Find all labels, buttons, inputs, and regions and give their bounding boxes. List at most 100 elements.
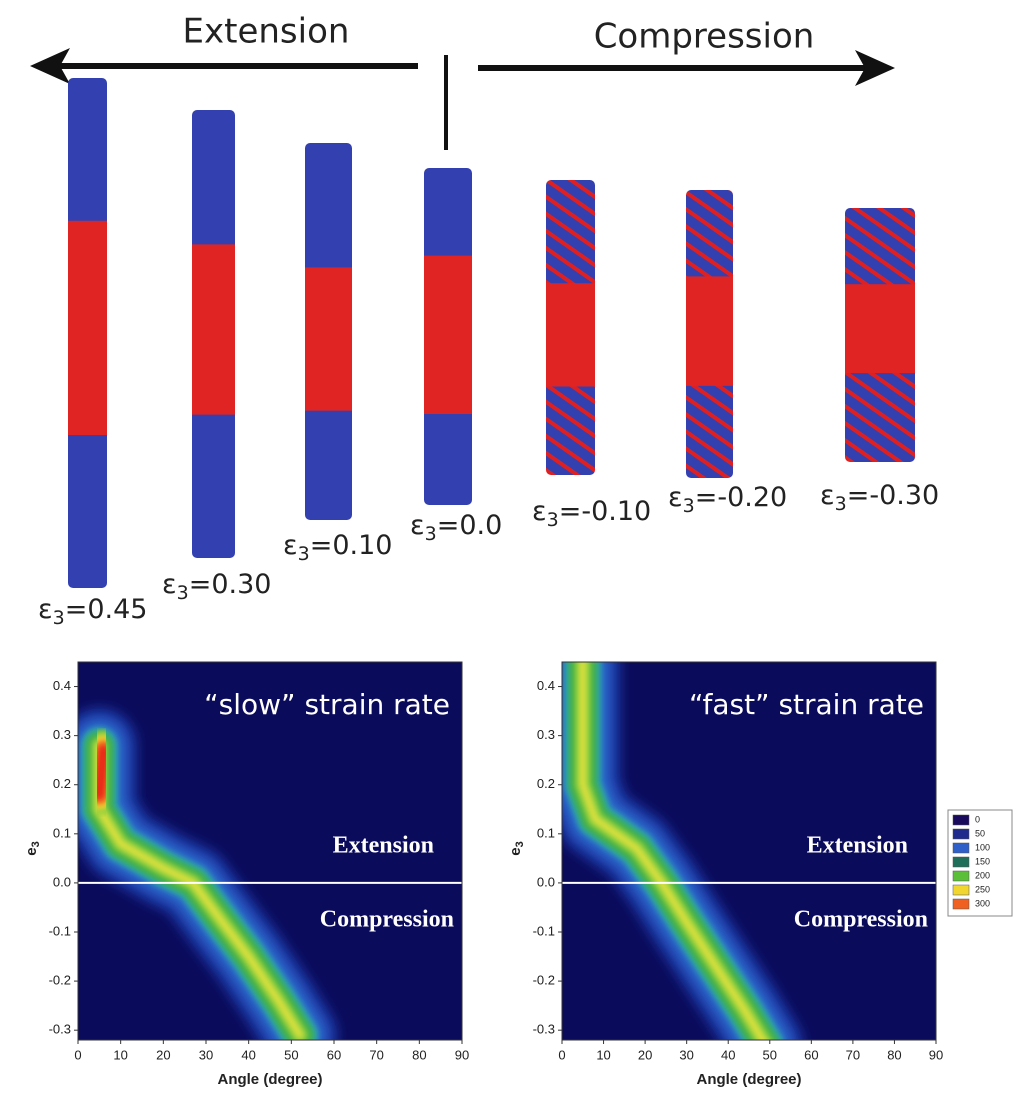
x-tick-label: 90: [455, 1047, 469, 1062]
subscript: 3: [683, 495, 695, 517]
colorbar-swatch: [952, 856, 970, 868]
x-tick-label: 0: [558, 1047, 565, 1062]
y-axis-label: e3: [507, 841, 526, 855]
y-tick-label: -0.1: [533, 923, 555, 938]
colorbar-label: 100: [975, 842, 990, 852]
arrow-label: Compression: [594, 17, 815, 57]
colorbar-swatch: [952, 828, 970, 840]
symbol: ε: [532, 496, 547, 527]
x-tick-label: 40: [241, 1047, 255, 1062]
region-label: Extension: [333, 832, 434, 858]
y-tick-label: 0.1: [537, 825, 555, 840]
column-label: ε3=0.0: [410, 510, 502, 545]
region-label: Compression: [320, 906, 454, 932]
x-tick-label: 90: [929, 1047, 943, 1062]
y-tick-label: -0.2: [49, 973, 71, 988]
column-label: ε3=-0.30: [820, 480, 939, 515]
x-tick-label: 50: [284, 1047, 298, 1062]
x-tick-label: 30: [199, 1047, 213, 1062]
subscript: 3: [425, 523, 437, 545]
subscript: 3: [177, 582, 189, 604]
subscript: 3: [835, 493, 847, 515]
annotation: “fast” strain rate: [689, 688, 924, 721]
region-label: Extension: [807, 832, 908, 858]
subscript: 3: [53, 607, 65, 629]
x-tick-label: 80: [887, 1047, 901, 1062]
x-tick-label: 0: [74, 1047, 81, 1062]
column-core: [546, 283, 595, 387]
x-tick-label: 70: [369, 1047, 383, 1062]
y-tick-label: -0.1: [49, 923, 71, 938]
value: =0.30: [189, 569, 272, 600]
colorbar-label: 0: [975, 814, 980, 824]
y-tick-label: -0.3: [533, 1022, 555, 1037]
value: =-0.30: [847, 480, 939, 511]
x-tick-label: 40: [721, 1047, 735, 1062]
region-label: Compression: [794, 906, 928, 932]
colorbar-label: 200: [975, 870, 990, 880]
value: =-0.10: [559, 496, 651, 527]
value: =0.0: [437, 510, 503, 541]
symbol: ε: [283, 530, 298, 561]
plot-frame: [561, 661, 937, 1041]
x-tick-label: 70: [846, 1047, 860, 1062]
x-axis-label: Angle (degree): [217, 1071, 322, 1088]
column-label: ε3=-0.20: [668, 482, 787, 517]
column-core: [845, 284, 915, 374]
symbol: ε: [38, 594, 53, 625]
x-axis-label: Angle (degree): [696, 1071, 801, 1088]
y-tick-label: 0.3: [53, 727, 71, 742]
colorbar-swatch: [952, 898, 970, 910]
y-axis-subscript: 3: [30, 841, 42, 847]
x-tick-label: 50: [763, 1047, 777, 1062]
colorbar-label: 300: [975, 898, 990, 908]
x-tick-label: 30: [679, 1047, 693, 1062]
colorbar-label: 50: [975, 828, 985, 838]
colorbar-swatch: [952, 884, 970, 896]
subscript: 3: [298, 543, 310, 565]
y-tick-label: -0.2: [533, 973, 555, 988]
y-axis-label: e3: [23, 841, 42, 855]
y-tick-label: 0.4: [537, 678, 555, 693]
arrow-head: [30, 48, 70, 84]
value: =0.10: [310, 530, 393, 561]
arrow-label: Extension: [183, 12, 350, 52]
x-tick-label: 80: [412, 1047, 426, 1062]
x-tick-label: 10: [596, 1047, 610, 1062]
colorbar-swatch: [952, 842, 970, 854]
x-tick-label: 60: [327, 1047, 341, 1062]
column-label: ε3=0.10: [283, 530, 392, 565]
arrow-head: [855, 50, 895, 86]
column-core: [192, 244, 235, 415]
x-tick-label: 10: [113, 1047, 127, 1062]
y-axis-symbol: e: [23, 847, 40, 855]
density-peak: [94, 745, 109, 800]
y-tick-label: 0.4: [53, 678, 71, 693]
y-tick-label: 0.3: [537, 727, 555, 742]
symbol: ε: [820, 480, 835, 511]
symbol: ε: [668, 482, 683, 513]
x-tick-label: 60: [804, 1047, 818, 1062]
x-tick-label: 20: [638, 1047, 652, 1062]
colorbar-label: 150: [975, 856, 990, 866]
y-tick-label: -0.3: [49, 1022, 71, 1037]
column-label: ε3=0.45: [38, 594, 147, 629]
value: =-0.20: [695, 482, 787, 513]
symbol: ε: [410, 510, 425, 541]
y-tick-label: 0.0: [53, 874, 71, 889]
colorbar-swatch: [952, 814, 970, 826]
column-core: [305, 267, 352, 411]
symbol: ε: [162, 569, 177, 600]
plot-frame: [77, 661, 463, 1041]
y-axis-subscript: 3: [514, 841, 526, 847]
column-label: ε3=-0.10: [532, 496, 651, 531]
y-tick-label: 0.2: [53, 776, 71, 791]
colorbar-label: 250: [975, 884, 990, 894]
column-core: [68, 220, 107, 435]
subscript: 3: [547, 509, 559, 531]
y-tick-label: 0.0: [537, 874, 555, 889]
annotation: “slow” strain rate: [204, 688, 450, 721]
y-axis-symbol: e: [507, 847, 524, 855]
value: =0.45: [65, 594, 148, 625]
